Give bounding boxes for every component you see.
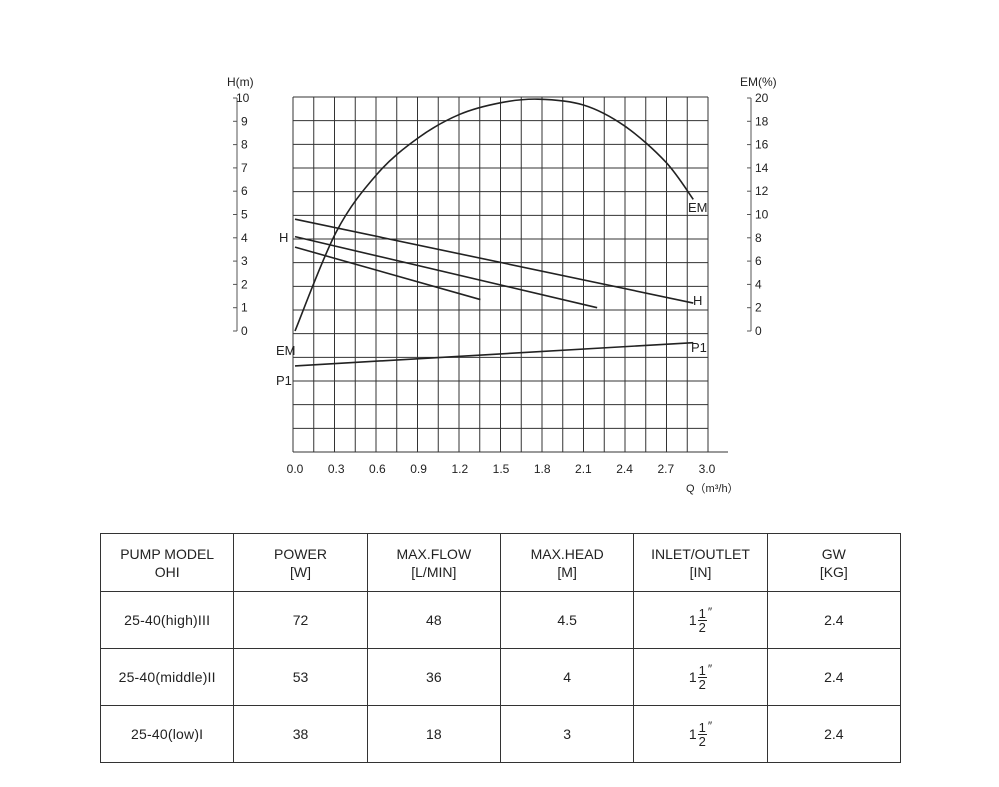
right-axis: 0 2 4 6 8 10 12 14 16 18 20 EM(%) xyxy=(740,75,777,338)
right-tick-label: 0 xyxy=(755,324,762,338)
x-tick-label: 0.6 xyxy=(369,462,386,476)
right-tick-label: 10 xyxy=(755,208,769,222)
header-gw: GW [KG] xyxy=(766,533,902,592)
pump-spec-table: PUMP MODEL OHI POWER [W] MAX.FLOW [L/MIN] M… xyxy=(99,533,902,763)
cell-power: 38 xyxy=(233,705,368,763)
cell-power: 53 xyxy=(233,648,368,706)
p1-axis-marker-label: P1 xyxy=(276,373,292,388)
header-max-head: MAX.HEAD [M] xyxy=(499,533,635,592)
table-header-row: PUMP MODEL OHI POWER [W] MAX.FLOW [L/MIN] M… xyxy=(99,533,902,592)
left-tick-label: 6 xyxy=(241,184,248,198)
right-tick-label: 14 xyxy=(755,161,769,175)
series-em-curve xyxy=(294,98,694,332)
left-axis: 0 1 2 3 4 5 6 7 8 9 10 H(m) xyxy=(227,75,254,338)
em-curve-label: EM xyxy=(688,200,708,215)
left-tick-label: 5 xyxy=(241,208,248,222)
cell-flow: 36 xyxy=(366,648,501,706)
x-tick-label: 0.9 xyxy=(410,462,427,476)
right-tick-label: 2 xyxy=(755,301,762,315)
series-h-curve xyxy=(294,218,694,304)
header-inlet-outlet: INLET/OUTLET [IN] xyxy=(633,533,768,592)
left-tick-label: 10 xyxy=(236,91,250,105)
p1-curve-label: P1 xyxy=(691,340,707,355)
chart-curves xyxy=(294,98,694,367)
h-axis-marker-label: H xyxy=(279,230,288,245)
header-max-flow: MAX.FLOW [L/MIN] xyxy=(366,533,501,592)
cell-model: 25-40(low)I xyxy=(99,705,235,763)
right-tick-label: 4 xyxy=(755,277,762,291)
right-tick-label: 18 xyxy=(755,114,769,128)
cell-head: 4 xyxy=(499,648,635,706)
x-tick-label: 2.4 xyxy=(616,462,633,476)
table-row: 25-40(middle)II 53 36 4 1 1 2 ″ 2.4 xyxy=(99,648,902,706)
cell-model: 25-40(high)III xyxy=(99,591,235,649)
cell-gw: 2.4 xyxy=(766,705,902,763)
left-tick-label: 8 xyxy=(241,138,248,152)
cell-head: 4.5 xyxy=(499,591,635,649)
cell-flow: 18 xyxy=(366,705,501,763)
chart-labels: H EM P1 EM H P1 xyxy=(276,200,708,388)
x-axis-title: Q（m³/h） xyxy=(686,482,739,495)
x-tick-label: 2.7 xyxy=(657,462,674,476)
cell-power: 72 xyxy=(233,591,368,649)
right-tick-label: 16 xyxy=(755,138,769,152)
x-tick-label: 1.8 xyxy=(534,462,551,476)
cell-inlet: 1 1 2 ″ xyxy=(633,648,768,706)
left-axis-title: H(m) xyxy=(227,75,254,89)
table-row: 25-40(high)III 72 48 4.5 1 1 2 ″ 2.4 xyxy=(99,591,902,649)
x-tick-label: 0.3 xyxy=(328,462,345,476)
x-tick-label: 1.2 xyxy=(451,462,468,476)
header-power: POWER [W] xyxy=(233,533,368,592)
cell-gw: 2.4 xyxy=(766,591,902,649)
cell-inlet: 1 1 2 ″ xyxy=(633,705,768,763)
x-axis: 0.0 0.3 0.6 0.9 1.2 1.5 1.8 2.1 2.4 2.7 3.0 Q（m³/h） xyxy=(287,462,739,495)
right-tick-label: 6 xyxy=(755,254,762,268)
series-p1-curve xyxy=(294,341,694,367)
h-curve-label: H xyxy=(693,293,702,308)
right-tick-label: 20 xyxy=(755,91,769,105)
right-tick-label: 12 xyxy=(755,184,769,198)
right-tick-label: 8 xyxy=(755,231,762,245)
left-tick-label: 2 xyxy=(241,277,248,291)
header-pump-model: PUMP MODEL OHI xyxy=(99,533,235,592)
x-tick-label: 3.0 xyxy=(699,462,716,476)
x-tick-label: 2.1 xyxy=(575,462,592,476)
chart-grid xyxy=(292,96,728,453)
left-tick-label: 4 xyxy=(241,231,248,245)
x-tick-label: 0.0 xyxy=(287,462,304,476)
cell-inlet: 1 1 2 ″ xyxy=(633,591,768,649)
series-h-curve-1 xyxy=(294,235,598,309)
x-tick-label: 1.5 xyxy=(493,462,510,476)
cell-model: 25-40(middle)II xyxy=(99,648,235,706)
cell-flow: 48 xyxy=(366,591,501,649)
cell-gw: 2.4 xyxy=(766,648,902,706)
em-axis-marker-label: EM xyxy=(276,343,296,358)
cell-head: 3 xyxy=(499,705,635,763)
left-tick-label: 7 xyxy=(241,161,248,175)
right-axis-title: EM(%) xyxy=(740,75,777,89)
left-tick-label: 3 xyxy=(241,254,248,268)
left-tick-label: 1 xyxy=(241,301,248,315)
left-tick-label: 9 xyxy=(241,114,248,128)
left-tick-label: 0 xyxy=(241,324,248,338)
table-row: 25-40(low)I 38 18 3 1 1 2 ″ 2.4 xyxy=(99,705,902,763)
